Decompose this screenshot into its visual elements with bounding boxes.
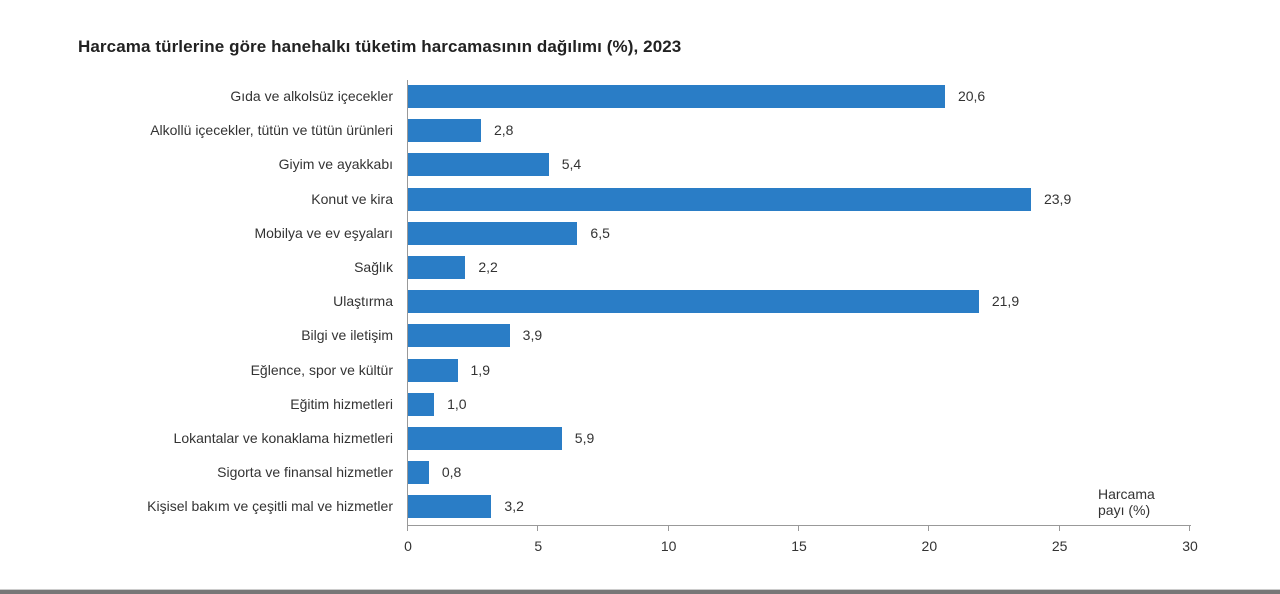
value-label: 1,9 bbox=[470, 361, 490, 378]
value-label: 2,8 bbox=[493, 122, 514, 139]
bar bbox=[408, 392, 435, 416]
bar bbox=[408, 324, 510, 348]
value-label: 3,9 bbox=[522, 327, 543, 344]
value-label: 5,4 bbox=[561, 156, 582, 173]
category-label: Eğlence, spor ve kültür bbox=[250, 361, 393, 378]
bar bbox=[408, 290, 979, 314]
category-label: Giyim ve ayakkabı bbox=[278, 156, 393, 173]
value-label: 2,2 bbox=[478, 259, 498, 275]
x-axis-label-line2: payı (%) bbox=[1098, 502, 1151, 518]
category-label: Bilgi ve iletişim bbox=[301, 327, 393, 344]
x-tick-label: 0 bbox=[404, 538, 412, 554]
x-tick-label: 10 bbox=[660, 538, 677, 554]
x-axis-label-line1: Harcama bbox=[1098, 486, 1155, 502]
x-tick bbox=[537, 525, 539, 531]
value-label: 5,9 bbox=[574, 430, 595, 446]
category-label: Ulaştırma bbox=[333, 293, 393, 310]
category-label: Kişisel bakım ve çeşitli mal ve hizmetle… bbox=[147, 498, 393, 515]
value-label: 0,8 bbox=[441, 464, 462, 481]
bar bbox=[408, 187, 1031, 211]
value-label: 20,6 bbox=[957, 88, 986, 104]
category-label: Sigorta ve finansal hizmetler bbox=[217, 464, 393, 481]
value-label: 6,5 bbox=[590, 224, 610, 241]
bar bbox=[408, 358, 458, 382]
category-label: Sağlık bbox=[354, 259, 393, 275]
value-label: 3,2 bbox=[504, 498, 524, 515]
x-tick bbox=[1189, 525, 1190, 531]
category-label: Konut ve kira bbox=[311, 190, 393, 207]
x-tick bbox=[798, 525, 799, 531]
bar bbox=[408, 221, 578, 245]
value-label: 23,9 bbox=[1043, 190, 1072, 207]
bar bbox=[408, 153, 549, 177]
category-label: Alkollü içecekler, tütün ve tütün ürünle… bbox=[150, 122, 393, 139]
value-label: 1,0 bbox=[447, 395, 467, 412]
bar bbox=[408, 461, 429, 485]
x-axis-label: Harcama payı (%) bbox=[1098, 486, 1155, 518]
chart-title: Harcama türlerine göre hanehalkı tüketim… bbox=[78, 37, 682, 56]
category-label: Gıda ve alkolsüz içecekler bbox=[230, 88, 393, 104]
x-axis-line bbox=[407, 525, 1191, 526]
x-tick bbox=[407, 525, 408, 531]
category-label: Mobilya ve ev eşyaları bbox=[254, 224, 393, 241]
y-axis-line bbox=[407, 80, 408, 526]
bar bbox=[408, 85, 945, 108]
x-tick bbox=[1058, 525, 1060, 531]
x-tick bbox=[667, 525, 669, 531]
x-tick-label: 15 bbox=[791, 538, 807, 554]
x-tick-label: 5 bbox=[534, 538, 543, 554]
bar bbox=[408, 256, 466, 279]
bar bbox=[408, 495, 492, 519]
bottom-divider bbox=[0, 589, 1280, 594]
bar bbox=[408, 427, 562, 450]
x-tick-label: 30 bbox=[1182, 538, 1198, 554]
category-label: Lokantalar ve konaklama hizmetleri bbox=[173, 430, 393, 446]
bar bbox=[408, 119, 481, 143]
value-label: 21,9 bbox=[991, 293, 1020, 310]
x-tick-label: 25 bbox=[1051, 538, 1068, 554]
category-label: Eğitim hizmetleri bbox=[290, 395, 393, 412]
x-tick-label: 20 bbox=[921, 538, 938, 554]
x-tick bbox=[928, 525, 930, 531]
